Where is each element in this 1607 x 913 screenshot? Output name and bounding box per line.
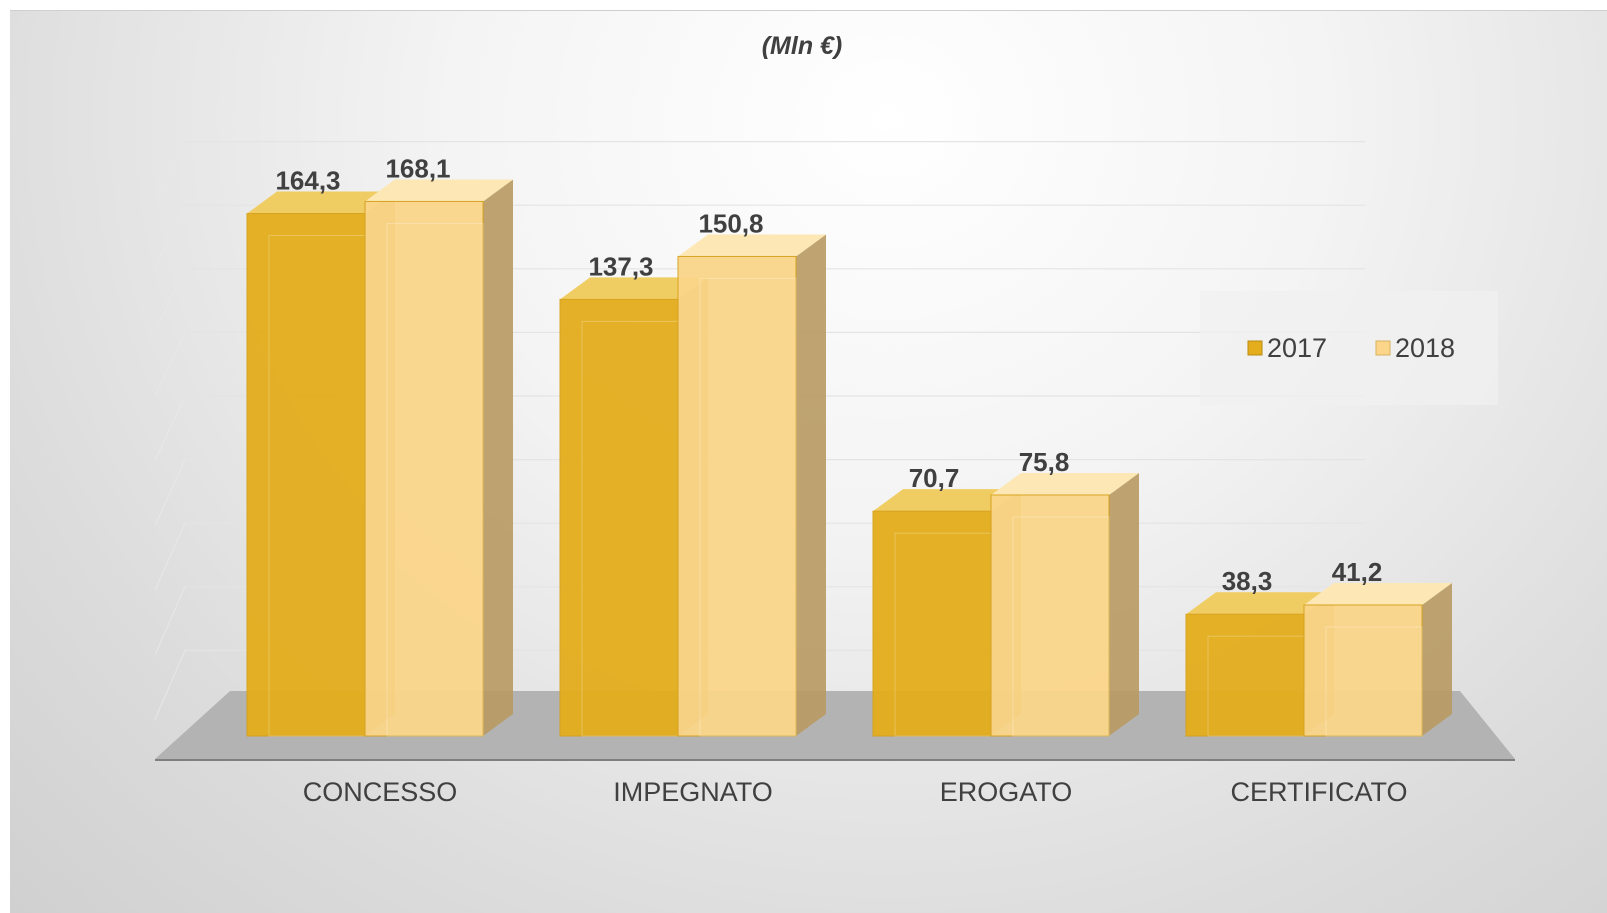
data-label-2017-erogato: 70,7 [909, 463, 960, 493]
bar-inner-edge [386, 222, 484, 737]
data-label-2017-concesso: 164,3 [275, 166, 340, 196]
bar-2018-impegnato [677, 234, 826, 737]
data-label-2017-impegnato: 137,3 [588, 251, 653, 281]
category-label-erogato: EROGATO [940, 777, 1073, 807]
bar-side-face [796, 234, 826, 736]
data-label-2018-concesso: 168,1 [385, 153, 450, 183]
gridline-side [154, 332, 186, 397]
data-label-2018-impegnato: 150,8 [698, 208, 763, 238]
legend-label-2018: 2018 [1395, 333, 1455, 363]
category-label-concesso: CONCESSO [303, 777, 458, 807]
bar-front-face [1185, 613, 1305, 737]
data-label-2017-certificato: 38,3 [1222, 566, 1273, 596]
bar-front-face [872, 510, 992, 737]
bar-front-face [559, 298, 679, 737]
bar-top-face [873, 489, 1021, 512]
data-label-2018-erogato: 75,8 [1019, 447, 1070, 477]
category-label-certificato: CERTIFICATO [1230, 777, 1407, 807]
bar-top-face [1304, 582, 1452, 605]
legend-label-2017: 2017 [1267, 333, 1327, 363]
bar-inner-edge [699, 277, 797, 737]
bar-top-face [560, 277, 708, 300]
category-axis-labels: CONCESSO IMPEGNATO EROGATO CERTIFICATO [303, 777, 1408, 807]
bar-top-face [247, 191, 395, 214]
gridline-side [154, 586, 186, 656]
gridline-side [154, 141, 186, 203]
bar-2018-concesso [364, 179, 513, 737]
bar-front-face [990, 494, 1110, 737]
bar-inner-edge [1012, 516, 1110, 737]
data-labels: 164,3 168,1 137,3 150,8 70,7 75,8 38,3 41,2 [275, 153, 1382, 596]
chart-area: (Mln €) 164,3 168,1 137,3 150,8 70,7 75,8 38,3… [10, 10, 1607, 913]
bar-2018-erogato [990, 472, 1139, 737]
data-label-2018-certificato: 41,2 [1332, 557, 1383, 587]
gridline-side [154, 395, 186, 462]
bar-2018-certificato [1303, 582, 1452, 737]
bar-side-face [1422, 582, 1452, 736]
bar-top-face [365, 179, 513, 202]
gridline-side [154, 268, 186, 333]
bar-top-face [1186, 592, 1334, 615]
gridline-side [154, 650, 186, 720]
chart-title: (Mln €) [762, 32, 843, 60]
category-label-impegnato: IMPEGNATO [613, 777, 773, 807]
bars [246, 179, 1452, 737]
legend-swatch-2018 [1375, 340, 1391, 356]
bar-front-face [677, 255, 797, 737]
bar-top-face [991, 472, 1139, 495]
legend: 2017 2018 [1200, 291, 1498, 405]
gridline-side [154, 522, 186, 591]
bar-inner-edge [1325, 626, 1423, 737]
legend-swatch-2017 [1247, 340, 1263, 356]
bar-chart: (Mln €) 164,3 168,1 137,3 150,8 70,7 75,8 38,3… [154, 32, 1515, 807]
bar-side-face [1109, 472, 1139, 736]
bar-front-face [246, 213, 366, 737]
bar-front-face [364, 200, 484, 737]
gridline-side [154, 204, 186, 268]
bar-front-face [1303, 604, 1423, 737]
gridline-side [154, 459, 186, 526]
bar-top-face [678, 234, 826, 257]
bar-side-face [483, 179, 513, 736]
